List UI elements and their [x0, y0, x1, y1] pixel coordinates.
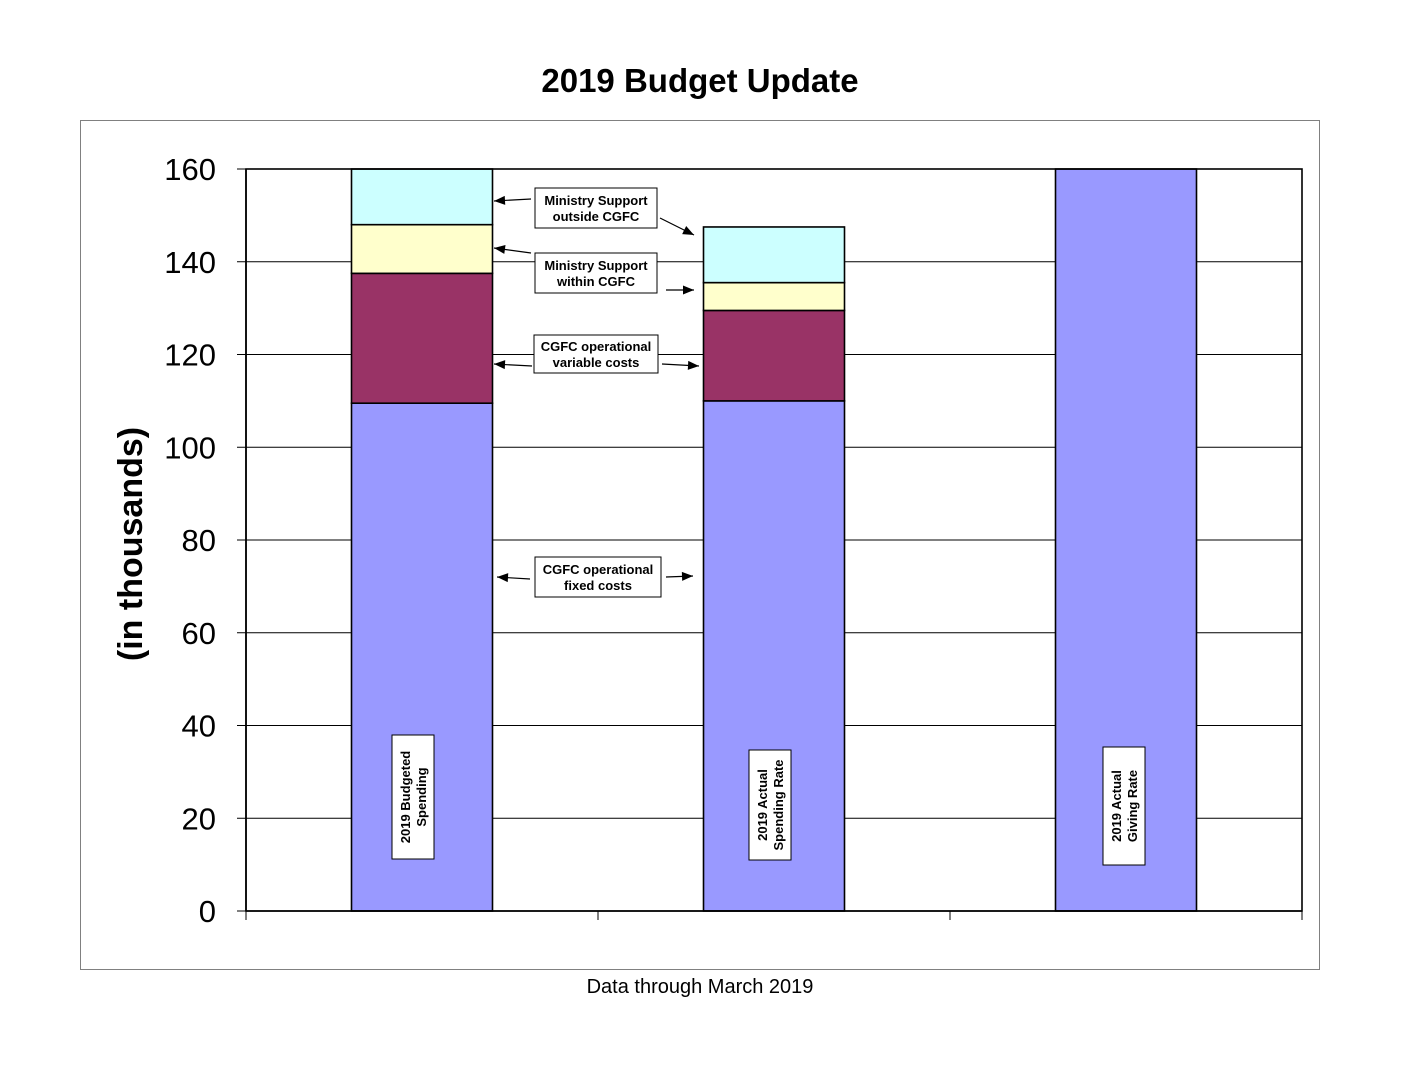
y-tick-label: 100: [164, 430, 216, 465]
callout-arrow-head: [683, 285, 694, 295]
bar-segment: [350, 168, 494, 226]
series-label-box: [533, 334, 659, 374]
y-tick-label: 40: [182, 709, 216, 744]
category-label-box: [391, 734, 435, 860]
bar-segment: [702, 309, 846, 402]
category-label: 2019 ActualGiving Rate: [1109, 770, 1140, 842]
y-tick-label: 120: [164, 338, 216, 373]
callout-arrow-head: [681, 571, 693, 581]
bar-segment: [350, 223, 494, 275]
bar-segment: [702, 281, 846, 312]
callout-arrow-head: [687, 360, 699, 370]
chart-footnote: Data through March 2019: [586, 976, 814, 998]
series-label: CGFC operational variable costs: [541, 339, 652, 370]
y-tick-label: 140: [164, 245, 216, 280]
callout-arrow-head: [494, 360, 506, 370]
category-label-box: [748, 749, 792, 861]
callout-arrow-head: [494, 245, 506, 254]
y-tick-label: 20: [182, 801, 216, 836]
category-label-box: [1102, 746, 1146, 866]
series-label-box: [534, 556, 662, 598]
category-label: 2019 BudgetedSpending: [398, 751, 429, 844]
series-label-box: [534, 187, 658, 229]
y-tick-label: 160: [164, 152, 216, 187]
series-label: Ministry Support outside CGFC: [544, 193, 648, 224]
callout-arrow-head: [497, 573, 509, 583]
y-tick-label: 60: [182, 616, 216, 651]
series-label-box: [534, 252, 658, 294]
category-label: 2019 ActualSpending Rate: [755, 759, 786, 850]
bar-segment: [702, 226, 846, 284]
series-label: Ministry Support within CGFC: [544, 258, 648, 289]
y-tick-label: 80: [182, 523, 216, 558]
chart-area-frame: [80, 120, 1320, 970]
series-label: CGFC operational fixed costs: [543, 562, 654, 593]
bar-segment: [350, 272, 494, 404]
y-tick-label: 0: [199, 894, 216, 929]
callout-arrow-head: [494, 195, 506, 205]
callout-arrow-head: [682, 226, 694, 235]
y-axis-label: (in thousands): [112, 427, 150, 661]
chart-title: 2019 Budget Update: [541, 62, 859, 99]
